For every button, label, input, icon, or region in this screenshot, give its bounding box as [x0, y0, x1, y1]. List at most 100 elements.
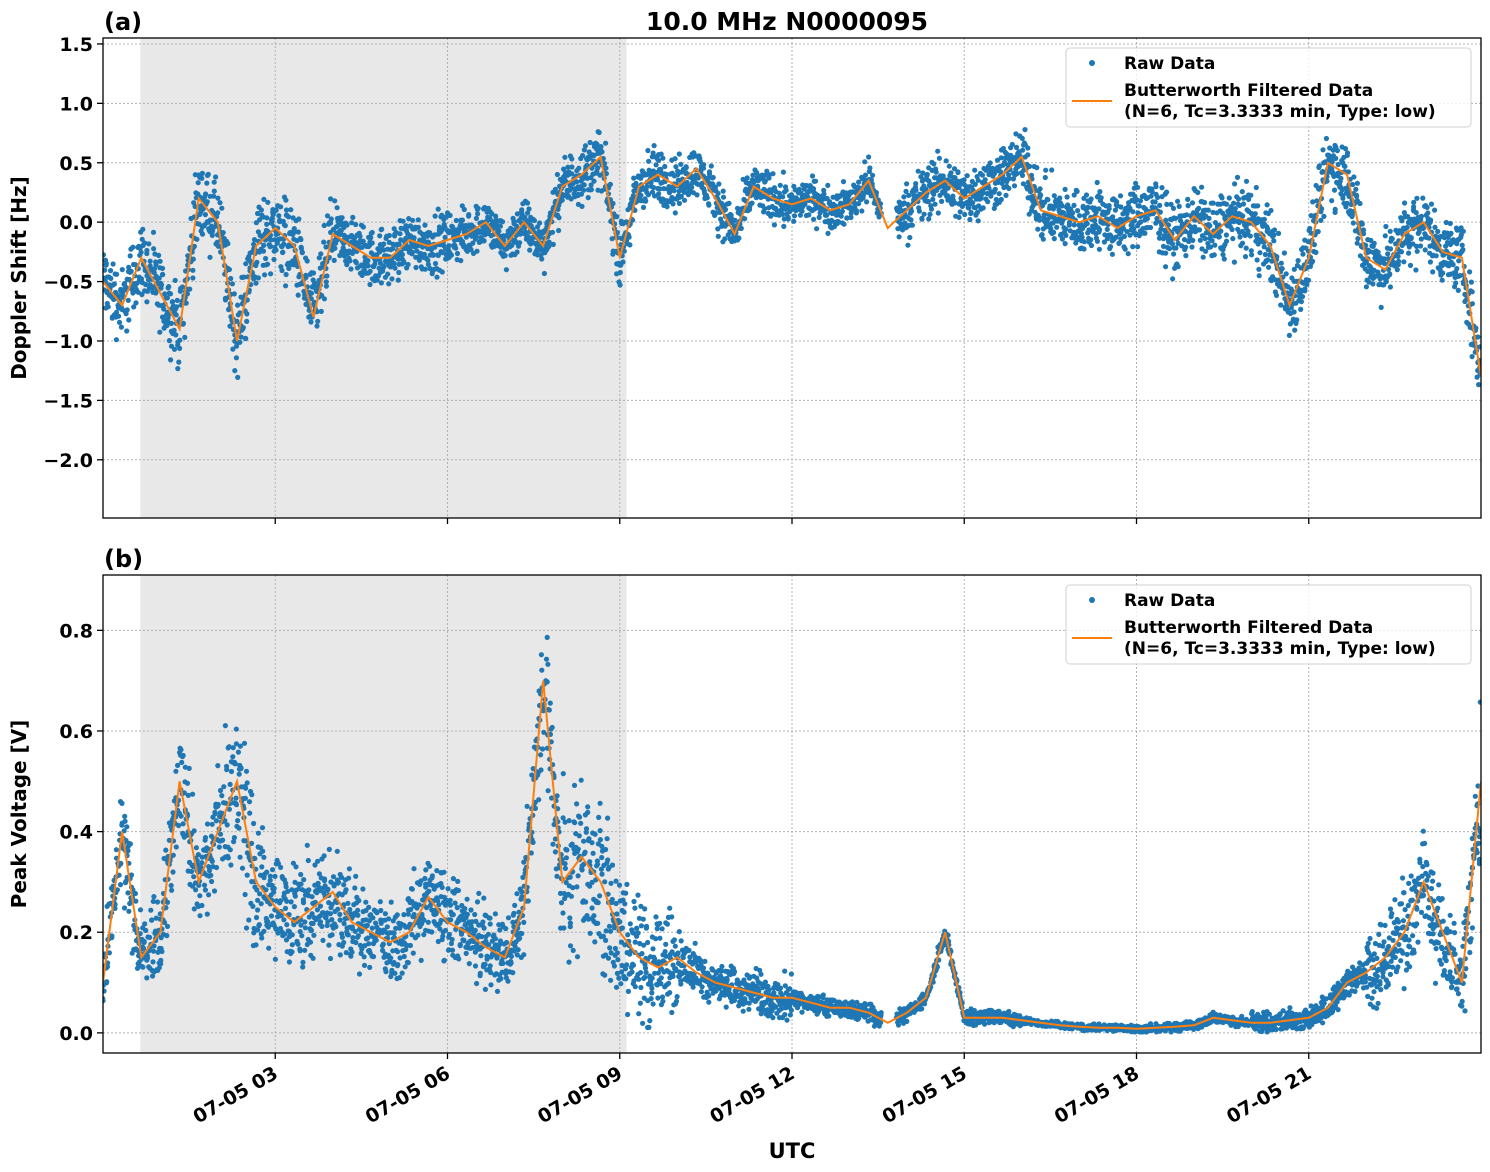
raw-data-point — [1130, 244, 1136, 250]
raw-data-point — [1013, 144, 1020, 150]
raw-data-point — [1432, 207, 1438, 213]
raw-data-point — [237, 339, 243, 345]
raw-data-point — [549, 229, 556, 235]
raw-data-point — [259, 935, 265, 941]
raw-data-point — [376, 265, 382, 271]
raw-data-point — [170, 852, 176, 858]
raw-data-point — [236, 771, 242, 777]
raw-data-point — [1168, 201, 1174, 207]
raw-data-point — [466, 213, 472, 219]
raw-data-point — [998, 196, 1004, 203]
raw-data-point — [191, 874, 197, 880]
raw-data-point — [315, 318, 321, 324]
raw-data-point — [1298, 299, 1304, 305]
raw-data-point — [317, 903, 324, 909]
raw-data-point — [697, 158, 703, 165]
raw-data-point — [1176, 203, 1182, 209]
raw-data-point — [968, 209, 974, 216]
raw-data-point — [1157, 202, 1163, 208]
raw-data-point — [399, 970, 405, 976]
raw-data-point — [1440, 270, 1446, 276]
raw-data-point — [584, 162, 590, 169]
raw-data-point — [106, 950, 112, 956]
raw-data-point — [578, 191, 585, 197]
raw-data-point — [391, 930, 397, 936]
raw-data-point — [514, 223, 520, 229]
raw-data-point — [199, 175, 205, 181]
raw-data-point — [176, 359, 182, 365]
raw-data-point — [385, 271, 391, 277]
raw-data-point — [1387, 284, 1393, 290]
raw-data-point — [203, 191, 209, 197]
raw-data-point — [260, 248, 267, 254]
raw-data-point — [627, 242, 633, 248]
raw-data-series — [103, 127, 1481, 388]
raw-data-point — [310, 920, 316, 927]
y-tick-label: 1.5 — [59, 34, 93, 56]
raw-data-point — [393, 925, 399, 932]
raw-data-point — [353, 873, 359, 879]
raw-data-point — [720, 194, 727, 200]
raw-data-point — [188, 868, 195, 875]
raw-data-point — [217, 831, 224, 837]
raw-data-point — [416, 902, 422, 908]
raw-data-point — [655, 177, 661, 183]
raw-data-point — [521, 225, 527, 231]
raw-data-point — [426, 888, 432, 894]
raw-data-point — [241, 274, 247, 280]
raw-data-point — [173, 844, 179, 850]
raw-data-point — [286, 265, 292, 271]
raw-data-point — [177, 345, 183, 351]
raw-data-point — [1271, 227, 1278, 233]
raw-data-point — [1027, 163, 1033, 169]
raw-data-point — [486, 228, 492, 234]
raw-data-point — [1318, 217, 1324, 223]
raw-data-point — [103, 998, 106, 1004]
raw-data-point — [1418, 213, 1424, 219]
raw-data-point — [201, 882, 208, 888]
raw-data-point — [1350, 181, 1356, 188]
raw-data-point — [193, 887, 199, 893]
raw-data-point — [229, 281, 235, 287]
raw-data-point — [386, 232, 392, 239]
raw-data-point — [603, 140, 609, 146]
raw-data-point — [481, 238, 487, 244]
raw-data-point — [1071, 192, 1077, 198]
raw-data-point — [243, 261, 249, 267]
raw-data-point — [1092, 218, 1098, 224]
raw-data-point — [607, 181, 614, 187]
raw-data-point — [386, 281, 392, 287]
raw-data-point — [1476, 382, 1481, 388]
raw-data-point — [1149, 189, 1155, 195]
raw-data-point — [1232, 206, 1238, 212]
raw-data-point — [298, 922, 304, 928]
raw-data-point — [860, 195, 866, 201]
raw-data-point — [156, 275, 162, 281]
raw-data-point — [383, 969, 389, 975]
raw-data-point — [1232, 181, 1238, 187]
raw-data-point — [425, 261, 431, 268]
raw-data-point — [108, 275, 114, 281]
raw-data-point — [308, 296, 314, 302]
raw-data-point — [982, 177, 988, 183]
raw-data-point — [295, 292, 301, 298]
raw-data-point — [312, 862, 318, 868]
raw-data-point — [1360, 227, 1367, 233]
raw-data-point — [150, 973, 156, 979]
raw-data-point — [103, 262, 109, 268]
raw-data-point — [208, 872, 214, 878]
raw-data-point — [267, 873, 273, 879]
raw-data-point — [1088, 196, 1094, 202]
raw-data-point — [254, 887, 260, 893]
raw-data-point — [1378, 304, 1384, 310]
raw-data-point — [1473, 325, 1479, 331]
raw-data-point — [995, 179, 1001, 185]
raw-data-point — [378, 920, 384, 926]
raw-data-point — [335, 223, 341, 229]
raw-data-point — [1261, 244, 1267, 250]
raw-data-point — [204, 821, 211, 827]
raw-data-point — [1156, 235, 1163, 241]
raw-data-point — [1164, 201, 1170, 207]
raw-data-point — [1257, 250, 1263, 256]
